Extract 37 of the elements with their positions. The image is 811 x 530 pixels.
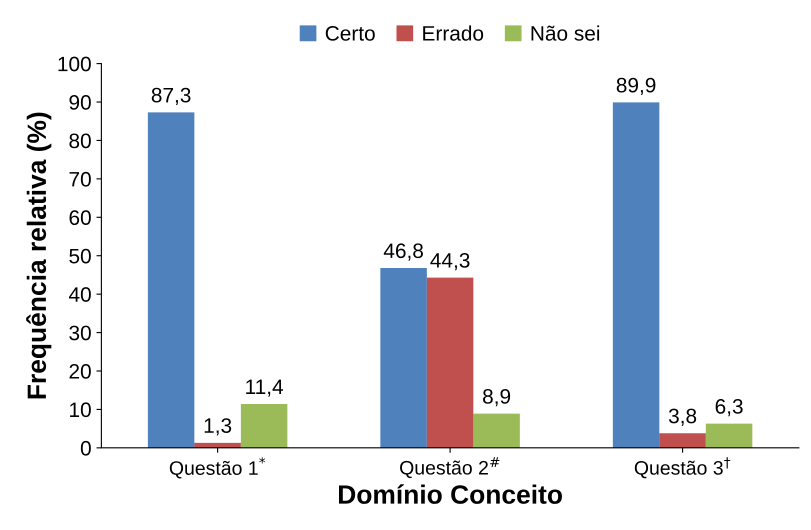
y-tick-label: 90 (69, 95, 91, 110)
data-label: 89,9 (616, 78, 656, 95)
y-tick-label: 0 (80, 440, 91, 456)
bar (148, 112, 194, 448)
y-axis-title: Frequência relativa (%) (26, 112, 52, 398)
bar (706, 424, 752, 448)
data-label: 44,3 (430, 252, 470, 270)
data-label: 87,3 (152, 88, 190, 105)
bar (380, 268, 427, 448)
x-tick-label: Questão 3$^{†}$ (634, 457, 730, 478)
y-tick-label: 70 (70, 172, 91, 187)
y-tick-label: 10 (70, 402, 91, 418)
data-label: 11,4 (246, 380, 284, 397)
data-label: 3,8 (668, 408, 696, 426)
x-tick-label: Questão 2$^{#}$ (400, 457, 500, 478)
y-tick-label: 100 (58, 56, 91, 72)
data-label: 1,3 (204, 418, 232, 436)
y-tick-label: 40 (68, 287, 91, 302)
x-tick-label: Questão 1$^{*}$ (170, 457, 266, 478)
y-tick-label: 60 (70, 210, 91, 226)
data-label: 8,9 (483, 389, 510, 406)
x-axis-title: Domínio Conceito (338, 484, 562, 504)
data-label: 46,8 (384, 243, 423, 261)
data-label: 6,3 (716, 399, 743, 416)
y-tick-label: 80 (69, 133, 91, 148)
y-tick-label: 50 (69, 248, 91, 264)
legend-label: Errado (423, 25, 484, 41)
legend-label: Certo (326, 26, 375, 41)
bar (659, 433, 706, 448)
legend-label: Não sei (532, 25, 600, 41)
y-tick-label: 30 (69, 326, 91, 340)
y-tick-label: 20 (70, 364, 91, 379)
bar (473, 414, 520, 448)
bar (426, 278, 474, 448)
bar (194, 442, 241, 448)
bar (240, 404, 288, 448)
bar (612, 102, 660, 448)
